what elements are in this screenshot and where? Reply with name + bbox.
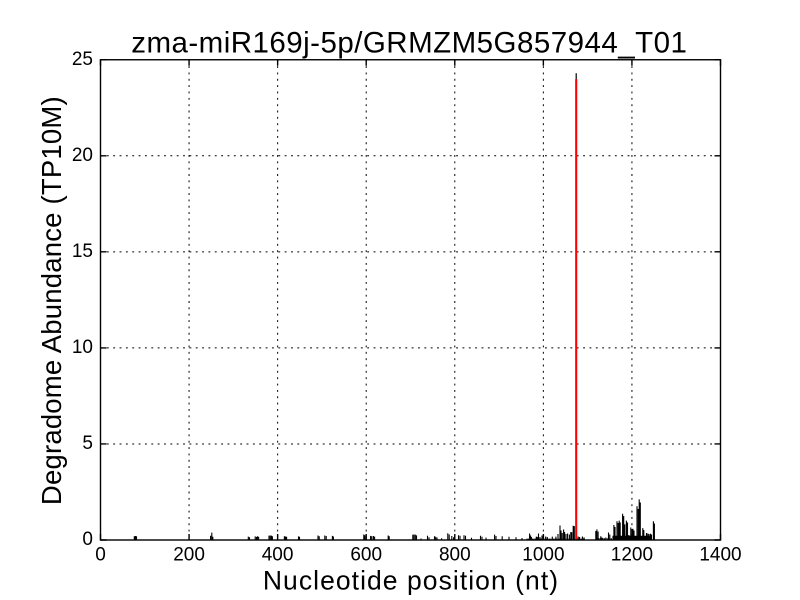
- svg-text:15: 15: [72, 241, 93, 262]
- svg-text:25: 25: [72, 49, 93, 70]
- svg-text:800: 800: [439, 544, 471, 565]
- svg-text:1200: 1200: [611, 544, 653, 565]
- svg-text:20: 20: [72, 145, 93, 166]
- svg-text:600: 600: [350, 544, 382, 565]
- svg-text:Nucleotide position (nt): Nucleotide position (nt): [263, 566, 559, 596]
- svg-text:10: 10: [72, 337, 93, 358]
- svg-text:400: 400: [262, 544, 294, 565]
- svg-text:0: 0: [82, 529, 93, 550]
- svg-text:1000: 1000: [522, 544, 564, 565]
- svg-text:0: 0: [95, 544, 106, 565]
- svg-text:1400: 1400: [699, 544, 741, 565]
- svg-text:200: 200: [173, 544, 205, 565]
- svg-text:zma-miR169j-5p/GRMZM5G857944_T: zma-miR169j-5p/GRMZM5G857944_T01: [131, 26, 687, 59]
- svg-text:Degradome Abundance (TP10M): Degradome Abundance (TP10M): [36, 96, 67, 505]
- svg-text:5: 5: [82, 433, 93, 454]
